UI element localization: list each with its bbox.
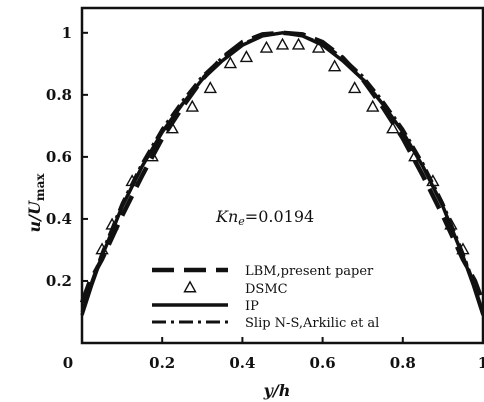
legend-marker-dsmc (183, 280, 197, 293)
dsmc-point (185, 99, 199, 112)
dsmc-point (165, 121, 179, 134)
series-line-dash-dot (80, 31, 484, 313)
y-axis-title-main: u/U (25, 200, 44, 232)
y-tick-label: 0.4 (46, 210, 72, 228)
x-tick-label: 0.2 (149, 354, 175, 372)
legend-label: DSMC (245, 282, 288, 297)
x-axis-title: y/h (263, 381, 291, 400)
series-line-long-dash (79, 30, 484, 304)
annotation-sub: e (238, 215, 245, 228)
dsmc-point (311, 40, 326, 53)
plot-area (79, 30, 484, 316)
dsmc-point (259, 40, 274, 53)
y-tick-label: 0.2 (46, 272, 72, 290)
dsmc-point (347, 81, 362, 94)
y-tick-label: 0.8 (46, 86, 72, 104)
y-axis-title-sub: max (33, 173, 47, 201)
y-tick-label: 1 (62, 24, 72, 42)
x-tick-label: 0.6 (310, 354, 336, 372)
dsmc-point (327, 59, 342, 72)
dsmc-point (275, 37, 290, 50)
x-tick-label: 0.4 (229, 354, 255, 372)
dsmc-point (203, 81, 218, 94)
x-tick-label: 0 (63, 354, 73, 372)
legend-label: Slip N-S,Arkilic et al (245, 316, 379, 331)
dsmc-point (386, 121, 400, 134)
y-tick-label: 0.6 (46, 148, 72, 166)
y-axis-title: u/Umax (25, 173, 47, 233)
x-tick-label: 0.8 (390, 354, 416, 372)
dsmc-point (291, 37, 306, 50)
annotation-main: Kn (215, 207, 238, 226)
annotation-value: =0.0194 (245, 207, 314, 226)
dsmc-point (366, 99, 380, 112)
dsmc-point (239, 50, 254, 63)
legend: LBM,present paper DSMC IP Slip N-S,Arkilic … (152, 264, 379, 331)
legend-label: LBM,present paper (245, 264, 374, 279)
axis-ticks: 0 0.2 0.4 0.6 0.8 1 0.2 0.4 0.6 0.8 1 (46, 24, 484, 372)
x-tick-label: 1 (478, 354, 484, 372)
dsmc-point (223, 56, 238, 69)
plot-frame (80, 6, 484, 345)
knudsen-annotation: Kne=0.0194 (215, 207, 314, 228)
legend-label: IP (245, 299, 259, 314)
